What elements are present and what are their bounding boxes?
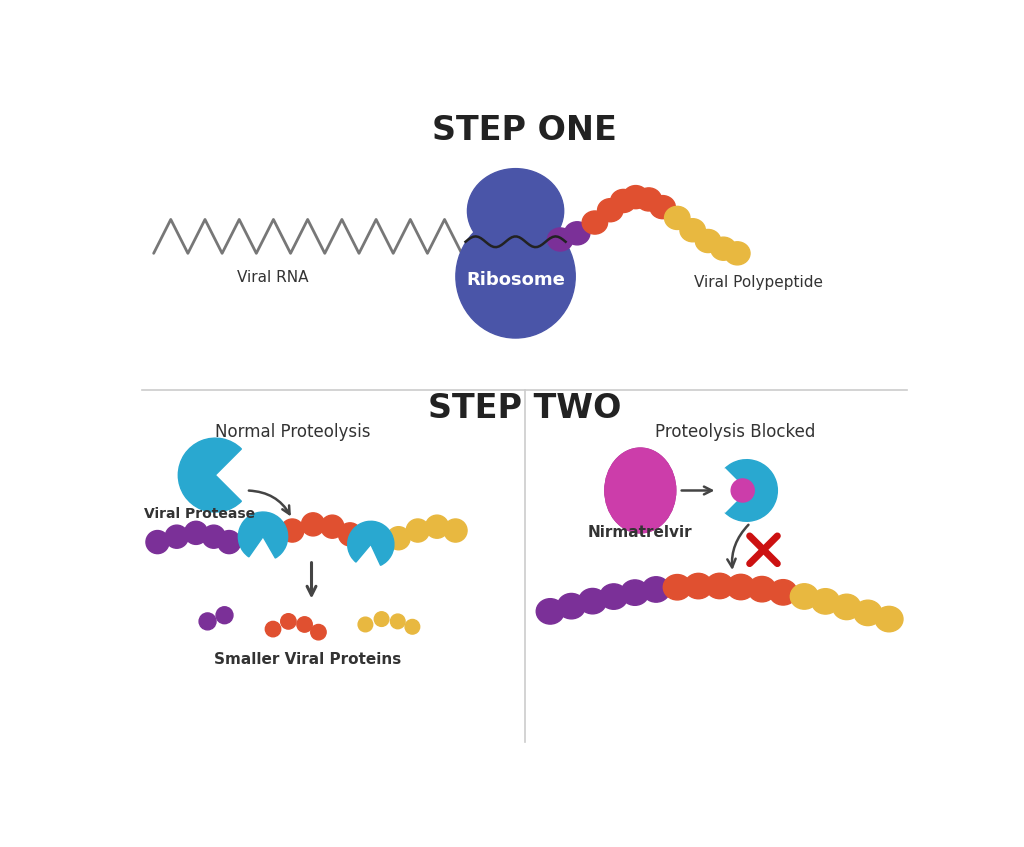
Ellipse shape (583, 211, 607, 234)
Ellipse shape (607, 451, 674, 529)
Ellipse shape (605, 448, 676, 533)
Ellipse shape (310, 624, 326, 639)
Ellipse shape (642, 577, 670, 602)
Ellipse shape (358, 617, 373, 632)
Ellipse shape (216, 606, 233, 623)
Wedge shape (725, 460, 777, 521)
Ellipse shape (537, 599, 564, 624)
Ellipse shape (548, 228, 572, 251)
Ellipse shape (731, 479, 755, 502)
Text: Proteolysis Blocked: Proteolysis Blocked (654, 423, 815, 441)
Text: Viral Protease: Viral Protease (144, 507, 255, 521)
Ellipse shape (557, 594, 586, 619)
Ellipse shape (833, 595, 860, 620)
Ellipse shape (339, 523, 361, 546)
Ellipse shape (748, 577, 776, 602)
Ellipse shape (680, 219, 706, 241)
Ellipse shape (727, 574, 755, 600)
Ellipse shape (374, 612, 389, 627)
Text: Normal Proteolysis: Normal Proteolysis (214, 423, 370, 441)
Ellipse shape (202, 525, 225, 548)
Ellipse shape (791, 584, 818, 609)
Wedge shape (178, 438, 242, 512)
Text: STEP ONE: STEP ONE (432, 113, 617, 147)
Ellipse shape (665, 207, 690, 230)
Ellipse shape (711, 237, 736, 260)
Text: Viral Polypeptide: Viral Polypeptide (693, 275, 822, 290)
Ellipse shape (456, 215, 575, 338)
Ellipse shape (217, 530, 241, 554)
Ellipse shape (621, 580, 649, 606)
Ellipse shape (199, 613, 216, 630)
Wedge shape (239, 512, 288, 558)
Ellipse shape (725, 241, 750, 265)
Ellipse shape (636, 188, 662, 211)
Ellipse shape (600, 584, 628, 609)
Text: Ribosome: Ribosome (466, 271, 565, 290)
Ellipse shape (407, 519, 429, 542)
Wedge shape (716, 468, 746, 512)
Ellipse shape (301, 512, 325, 536)
Wedge shape (348, 521, 394, 565)
Ellipse shape (425, 515, 449, 538)
Text: STEP TWO: STEP TWO (428, 392, 622, 425)
Ellipse shape (321, 515, 344, 538)
Ellipse shape (854, 601, 882, 626)
Ellipse shape (579, 589, 606, 614)
FancyBboxPatch shape (473, 215, 558, 250)
Ellipse shape (297, 617, 312, 632)
Ellipse shape (467, 169, 563, 253)
Ellipse shape (390, 614, 406, 628)
Ellipse shape (564, 222, 590, 245)
Ellipse shape (444, 519, 467, 542)
Ellipse shape (146, 530, 169, 554)
Ellipse shape (165, 525, 188, 548)
Ellipse shape (769, 579, 797, 605)
Text: Nirmatrelvir: Nirmatrelvir (588, 524, 692, 540)
Ellipse shape (605, 448, 676, 533)
Ellipse shape (184, 521, 208, 545)
Ellipse shape (610, 190, 636, 213)
Ellipse shape (684, 573, 713, 599)
Text: Viral RNA: Viral RNA (238, 270, 309, 285)
Ellipse shape (811, 589, 840, 614)
Ellipse shape (695, 230, 721, 252)
Ellipse shape (281, 519, 304, 542)
Ellipse shape (598, 199, 623, 222)
Ellipse shape (406, 619, 420, 634)
Ellipse shape (281, 614, 296, 629)
Ellipse shape (650, 196, 676, 219)
Ellipse shape (265, 622, 281, 637)
Ellipse shape (387, 527, 410, 550)
Text: Smaller Viral Proteins: Smaller Viral Proteins (214, 652, 401, 667)
Ellipse shape (876, 606, 903, 632)
Ellipse shape (664, 574, 691, 600)
Ellipse shape (706, 573, 733, 599)
Ellipse shape (623, 185, 648, 208)
